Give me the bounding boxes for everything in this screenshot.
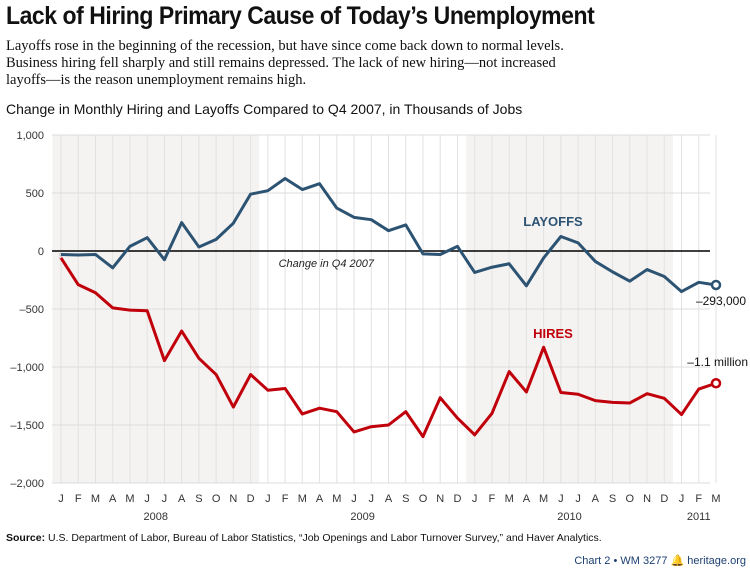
page-title: Lack of Hiring Primary Cause of Today’s … xyxy=(6,2,595,30)
credit: Chart 2 • WM 3277 🔔 heritage.org xyxy=(574,554,746,567)
data-point xyxy=(710,377,722,389)
x-tick-label: O xyxy=(626,493,635,505)
zero-line-label: Change in Q4 2007 xyxy=(279,258,375,270)
data-point xyxy=(710,279,722,291)
y-tick-label: 1,000 xyxy=(16,130,44,142)
x-tick-label: A xyxy=(109,493,117,505)
site-link[interactable]: heritage.org xyxy=(687,555,746,567)
x-tick-label: F xyxy=(75,493,82,505)
y-tick-label: 500 xyxy=(26,188,44,200)
year-label: 2010 xyxy=(557,511,581,523)
line-chart: J F M A M J J A S O N D J F M A M J J A S O N D J F M A M J J A S O N D J F M1… xyxy=(10,130,748,523)
x-tick-label: F xyxy=(282,493,289,505)
x-tick-label: J xyxy=(558,493,564,505)
x-tick-label: D xyxy=(247,493,255,505)
series-label: HIRES xyxy=(533,326,573,341)
x-tick-label: F xyxy=(695,493,702,505)
y-tick-label: –1,500 xyxy=(10,420,44,432)
year-label: 2011 xyxy=(687,511,711,523)
end-value-label: –1.1 million xyxy=(687,355,748,369)
x-tick-label: A xyxy=(592,493,600,505)
x-tick-label: F xyxy=(489,493,496,505)
x-tick-label: J xyxy=(144,493,150,505)
end-value-label: –293,000 xyxy=(696,294,746,308)
x-tick-label: A xyxy=(385,493,393,505)
x-tick-label: M xyxy=(298,493,307,505)
year-label: 2008 xyxy=(144,511,168,523)
x-tick-label: N xyxy=(436,493,444,505)
x-tick-label: J xyxy=(472,493,478,505)
series-label: LAYOFFS xyxy=(523,214,583,229)
x-tick-label: A xyxy=(178,493,186,505)
x-tick-label: M xyxy=(125,493,134,505)
x-tick-label: J xyxy=(351,493,357,505)
x-tick-label: D xyxy=(453,493,461,505)
subtitle: Layoffs rose in the beginning of the rec… xyxy=(6,38,564,88)
x-tick-label: M xyxy=(711,493,720,505)
x-tick-label: N xyxy=(229,493,237,505)
x-tick-label: J xyxy=(162,493,168,505)
x-tick-label: M xyxy=(91,493,100,505)
x-tick-label: J xyxy=(265,493,271,505)
x-tick-label: M xyxy=(332,493,341,505)
source-text: U.S. Department of Labor, Bureau of Labo… xyxy=(45,532,602,544)
chart-id: Chart 2 • WM 3277 xyxy=(574,555,668,567)
x-tick-label: O xyxy=(212,493,221,505)
x-tick-label: S xyxy=(402,493,409,505)
y-tick-label: –2,000 xyxy=(10,478,44,490)
y-tick-label: –500 xyxy=(20,304,44,316)
y-tick-label: –1,000 xyxy=(10,362,44,374)
x-tick-label: M xyxy=(539,493,548,505)
source-label: Source: xyxy=(6,532,46,544)
y-tick-label: 0 xyxy=(38,246,44,258)
x-tick-label: M xyxy=(505,493,514,505)
x-tick-label: J xyxy=(575,493,581,505)
bell-icon: 🔔 xyxy=(670,555,685,567)
year-label: 2009 xyxy=(350,511,374,523)
x-tick-label: A xyxy=(523,493,531,505)
x-tick-label: A xyxy=(316,493,324,505)
chart-title: Change in Monthly Hiring and Layoffs Com… xyxy=(6,101,523,117)
x-tick-label: S xyxy=(609,493,616,505)
source-note: Source: U.S. Department of Labor, Bureau… xyxy=(6,532,602,544)
x-tick-label: D xyxy=(660,493,668,505)
x-tick-label: J xyxy=(679,493,685,505)
x-tick-label: S xyxy=(195,493,202,505)
x-tick-label: J xyxy=(369,493,375,505)
x-tick-label: N xyxy=(643,493,651,505)
x-tick-label: J xyxy=(58,493,64,505)
x-tick-label: O xyxy=(419,493,428,505)
